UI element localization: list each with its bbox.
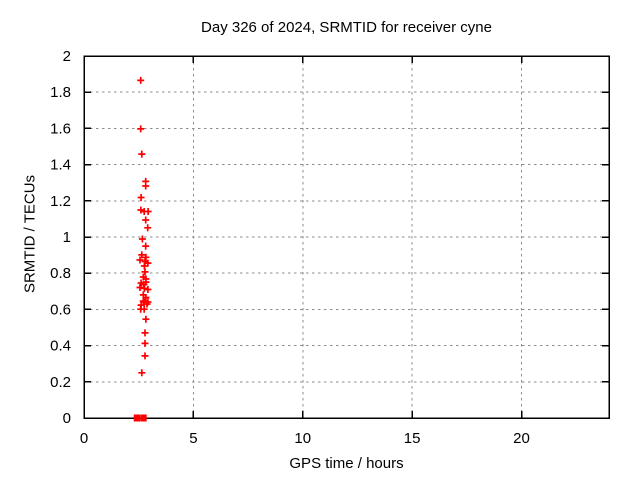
chart-title: Day 326 of 2024, SRMTID for receiver cyn… bbox=[201, 19, 492, 36]
x-axis-tick-label: 0 bbox=[80, 430, 88, 447]
y-axis-tick-label: 1.2 bbox=[50, 193, 71, 210]
plot-border bbox=[83, 55, 610, 419]
x-axis-tick-label: 20 bbox=[513, 430, 530, 447]
x-axis-tick-label: 5 bbox=[189, 430, 197, 447]
y-axis-tick-label: 0.4 bbox=[50, 338, 71, 355]
x-axis-tick-label: 10 bbox=[294, 430, 311, 447]
y-axis-tick-label: 1.8 bbox=[50, 84, 71, 101]
y-axis-tick-label: 1.6 bbox=[50, 120, 71, 137]
y-axis-tick-label: 0.8 bbox=[50, 265, 71, 282]
y-axis-tick-label: 2 bbox=[63, 48, 71, 65]
y-axis-tick-label: 0.2 bbox=[50, 374, 71, 391]
y-axis-tick-label: 1 bbox=[63, 229, 71, 246]
y-axis-tick-label: 0 bbox=[63, 410, 71, 427]
y-axis-tick-label: 0.6 bbox=[50, 301, 71, 318]
saturated-point-marker bbox=[140, 414, 147, 422]
x-axis-tick-label: 15 bbox=[404, 430, 421, 447]
saturated-point-marker bbox=[133, 414, 141, 422]
data-point-markers bbox=[136, 76, 152, 377]
x-axis-label: GPS time / hours bbox=[289, 455, 404, 472]
y-axis-tick-label: 1.4 bbox=[50, 157, 71, 174]
